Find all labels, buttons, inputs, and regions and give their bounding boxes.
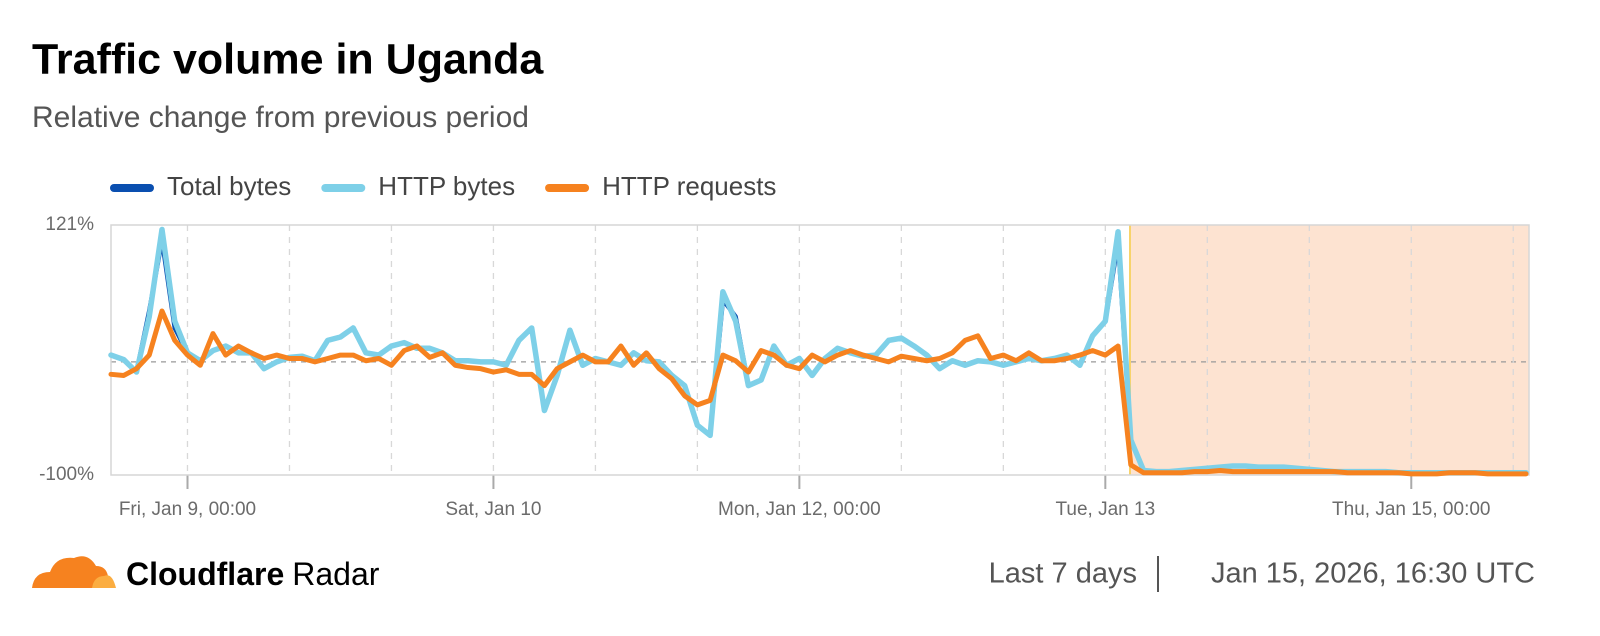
grid: -100% 121% Fri, Jan 9, 00:00 Sat, Jan 10 Mon… bbox=[39, 214, 1529, 520]
lines bbox=[108, 226, 1529, 477]
series-line bbox=[108, 308, 1529, 477]
logo-cloud-small bbox=[92, 575, 116, 588]
logo-cloud bbox=[32, 556, 108, 588]
x-tick-label: Sat, Jan 10 bbox=[445, 499, 541, 520]
brand-name: Cloudflare bbox=[126, 556, 284, 592]
legend: Total bytes HTTP bytes HTTP requests bbox=[110, 171, 776, 201]
timestamp: Jan 15, 2026, 16:30 UTC bbox=[1211, 558, 1535, 590]
y-tick-label: 121% bbox=[45, 214, 94, 235]
highlight-region bbox=[1130, 225, 1529, 475]
legend-label: HTTP requests bbox=[602, 171, 776, 201]
x-tick-label: Fri, Jan 9, 00:00 bbox=[119, 499, 256, 520]
chart-subtitle: Relative change from previous period bbox=[32, 101, 529, 134]
x-tick-label: Mon, Jan 12, 00:00 bbox=[718, 499, 881, 520]
logo: Cloudflare Radar bbox=[32, 556, 380, 592]
chart-title: Traffic volume in Uganda bbox=[32, 35, 544, 83]
x-tick-label: Thu, Jan 15, 00:00 bbox=[1332, 499, 1490, 520]
brand-product: Radar bbox=[292, 556, 380, 592]
legend-label: HTTP bytes bbox=[378, 171, 515, 201]
series-line bbox=[108, 226, 1529, 476]
plot-frame bbox=[110, 224, 1530, 476]
period: Last 7 days bbox=[989, 558, 1137, 590]
legend-label: Total bytes bbox=[167, 171, 291, 201]
y-tick-label: -100% bbox=[39, 464, 94, 485]
x-tick-label: Tue, Jan 13 bbox=[1056, 499, 1156, 520]
brand: Cloudflare Radar bbox=[126, 556, 380, 592]
